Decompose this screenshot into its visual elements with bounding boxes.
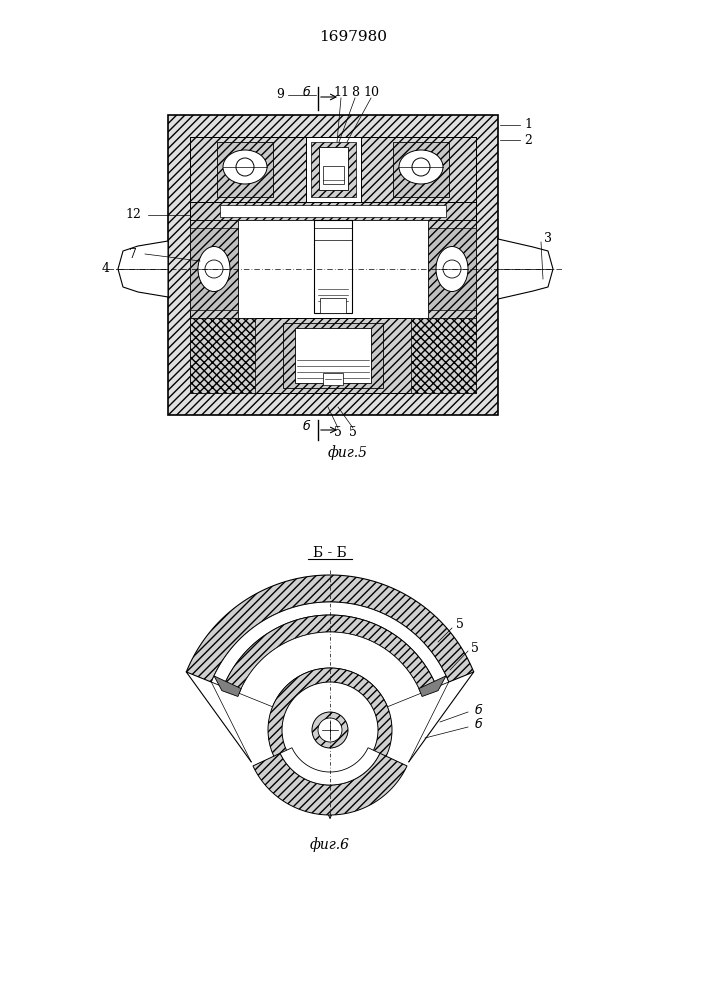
Polygon shape xyxy=(498,239,553,299)
Text: 1: 1 xyxy=(524,118,532,131)
Circle shape xyxy=(236,158,254,176)
Bar xyxy=(283,323,383,388)
Bar xyxy=(220,205,446,217)
Polygon shape xyxy=(223,615,437,693)
Text: 2: 2 xyxy=(524,133,532,146)
Bar xyxy=(314,220,352,313)
Bar xyxy=(217,142,273,197)
Text: б: б xyxy=(474,718,482,732)
Text: 9: 9 xyxy=(276,89,284,102)
Circle shape xyxy=(443,260,461,278)
Bar xyxy=(311,142,356,197)
Polygon shape xyxy=(280,748,380,785)
Circle shape xyxy=(282,682,378,778)
Polygon shape xyxy=(186,575,474,682)
Text: 8: 8 xyxy=(351,87,359,100)
Ellipse shape xyxy=(436,246,468,292)
Ellipse shape xyxy=(399,150,443,184)
Polygon shape xyxy=(411,318,476,393)
Circle shape xyxy=(312,712,348,748)
Polygon shape xyxy=(214,676,241,696)
Text: 10: 10 xyxy=(363,87,379,100)
Bar xyxy=(323,373,343,385)
Bar xyxy=(190,318,476,393)
Bar xyxy=(428,228,476,310)
Bar xyxy=(190,202,476,220)
Polygon shape xyxy=(419,676,446,696)
Bar xyxy=(190,220,238,318)
Text: 5: 5 xyxy=(456,618,464,632)
Circle shape xyxy=(318,718,342,742)
Polygon shape xyxy=(190,318,255,393)
Bar xyxy=(323,166,344,184)
Bar xyxy=(320,298,346,313)
Text: 7: 7 xyxy=(129,247,137,260)
Ellipse shape xyxy=(198,246,230,292)
Polygon shape xyxy=(211,602,449,687)
Bar xyxy=(319,147,348,190)
Polygon shape xyxy=(253,753,407,815)
Text: фиг.6: фиг.6 xyxy=(310,838,350,852)
Text: 3: 3 xyxy=(544,232,552,245)
Bar xyxy=(295,328,371,383)
Text: 1697980: 1697980 xyxy=(319,30,387,44)
Bar xyxy=(168,115,498,415)
Text: 5: 5 xyxy=(471,642,479,654)
Text: 12: 12 xyxy=(125,209,141,222)
Polygon shape xyxy=(239,632,421,707)
Circle shape xyxy=(205,260,223,278)
Bar xyxy=(238,220,428,318)
Ellipse shape xyxy=(223,150,267,184)
Bar xyxy=(428,220,476,318)
Polygon shape xyxy=(118,241,168,297)
Text: 11: 11 xyxy=(333,87,349,100)
Bar xyxy=(393,142,449,197)
Circle shape xyxy=(268,668,392,792)
Text: 5: 5 xyxy=(334,426,342,440)
Bar xyxy=(190,137,476,202)
Bar xyxy=(190,137,476,393)
Text: фиг.5: фиг.5 xyxy=(328,446,368,460)
Text: 5: 5 xyxy=(349,426,357,440)
Text: б: б xyxy=(303,420,310,434)
Text: б: б xyxy=(303,87,310,100)
Bar xyxy=(190,228,238,310)
Bar xyxy=(306,137,361,202)
Circle shape xyxy=(412,158,430,176)
Text: 4: 4 xyxy=(102,262,110,275)
Text: б: б xyxy=(474,704,482,716)
Text: Б - Б: Б - Б xyxy=(313,546,347,560)
